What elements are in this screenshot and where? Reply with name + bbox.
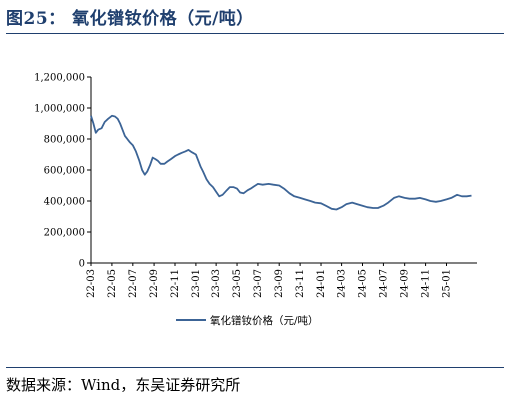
x-tick-label: 24-01: [316, 269, 327, 298]
y-tick-label: 400,000: [44, 197, 85, 208]
y-tick-label: 1,200,000: [34, 73, 85, 84]
legend-label: 氧化镨钕价格（元/吨）: [210, 314, 319, 327]
x-tick-label: 25-01: [441, 269, 452, 298]
x-tick-label: 22-05: [107, 269, 118, 298]
x-tick-label: 24-11: [421, 269, 432, 298]
y-tick-label: 200,000: [44, 228, 85, 239]
y-tick-label: 600,000: [44, 166, 85, 177]
chart-legend: 氧化镨钕价格（元/吨）: [176, 314, 319, 327]
x-tick-label: 22-07: [128, 269, 139, 298]
x-tick-label: 23-03: [211, 269, 222, 298]
x-tick-label: 22-03: [86, 269, 97, 298]
x-tick-label: 22-09: [149, 269, 160, 298]
x-tick-label: 23-01: [191, 269, 202, 298]
x-tick-label: 24-05: [358, 269, 369, 298]
x-axis-ticks: 22-03 22-05 22-07 22-09 22-11 23-01 23-03 23-05…: [86, 263, 452, 298]
x-tick-label: 24-03: [337, 269, 348, 298]
source-divider: [6, 367, 504, 368]
figure-title: 图25： 氧化镨钕价格（元/吨）: [6, 9, 254, 29]
x-tick-label: 23-11: [295, 269, 306, 298]
series-group: [90, 114, 472, 211]
chart-axes: [90, 77, 477, 264]
y-tick-label: 0: [79, 259, 85, 270]
x-tick-label: 22-11: [170, 269, 181, 298]
x-tick-label: 24-09: [400, 269, 411, 298]
x-tick-label: 23-05: [232, 269, 243, 298]
x-tick-label: 23-09: [274, 269, 285, 298]
x-tick-label: 24-07: [378, 269, 389, 298]
title-underline: [6, 33, 504, 34]
x-tick-label: 23-07: [253, 269, 264, 298]
source-note: 数据来源：Wind，东吴证券研究所: [6, 376, 241, 394]
y-axis-ticks: 0 200,000 400,000 600,000 800,000 1,000,000 1,…: [34, 73, 91, 270]
series-line: [90, 114, 472, 211]
y-tick-label: 1,000,000: [34, 104, 85, 115]
y-tick-label: 800,000: [44, 135, 85, 146]
